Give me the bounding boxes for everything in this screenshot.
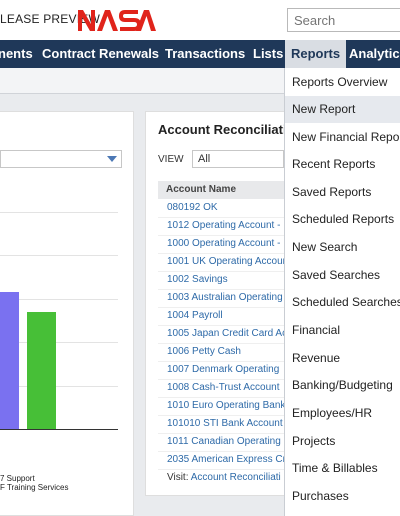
visit-account-reconciliation-link[interactable]: Account Reconciliati	[190, 472, 281, 483]
menu-item-saved-reports[interactable]: Saved Reports	[292, 185, 372, 199]
menu-item-purchases[interactable]: Purchases	[292, 489, 349, 503]
top-header: LEASE PREVIEW	[0, 0, 400, 40]
column-header-account-name[interactable]: Account Name	[158, 181, 288, 199]
chart-gridline	[0, 212, 118, 213]
menu-item-banking-budgeting[interactable]: Banking/Budgeting	[292, 378, 393, 392]
view-label: VIEW	[158, 154, 184, 165]
chart-baseline	[0, 429, 118, 430]
menu-item-new-search[interactable]: New Search	[292, 240, 358, 254]
left-portlet-select[interactable]	[0, 150, 122, 168]
account-row[interactable]: 1005 Japan Credit Card Ac	[158, 326, 288, 344]
chart-bar[interactable]	[27, 312, 56, 429]
nav-item-contract-renewals[interactable]: Contract Renewals	[42, 46, 160, 61]
account-row[interactable]: 1003 Australian Operating	[158, 290, 288, 308]
nav-item-components[interactable]: nents	[0, 46, 33, 61]
view-select[interactable]: All	[192, 150, 284, 168]
account-row[interactable]: 1012 Operating Account -	[158, 218, 288, 236]
legend-item: F Training Services	[0, 483, 69, 492]
chart-bar[interactable]	[0, 292, 19, 429]
nav-item-reports[interactable]: Reports	[285, 40, 347, 68]
account-row[interactable]: 1000 Operating Account -	[158, 236, 288, 254]
account-row[interactable]: 1006 Petty Cash	[158, 344, 288, 362]
nav-item-analytics[interactable]: Analytics	[349, 46, 400, 61]
menu-item-scheduled-reports[interactable]: Scheduled Reports	[292, 212, 395, 226]
release-preview-label: LEASE PREVIEW	[0, 12, 100, 26]
account-row[interactable]: 1002 Savings	[158, 272, 288, 290]
account-row[interactable]: 1001 UK Operating Account	[158, 254, 288, 272]
main-nav: nents Contract Renewals Transactions Lis…	[0, 40, 400, 68]
account-row[interactable]: 1011 Canadian Operating	[158, 434, 288, 452]
menu-item-time-billables[interactable]: Time & Billables	[292, 461, 378, 475]
chevron-down-icon	[107, 156, 117, 162]
portlet-title: Account Reconciliati	[158, 122, 287, 137]
account-row[interactable]: 2035 American Express Cr	[158, 452, 288, 470]
nasa-logo[interactable]	[76, 7, 156, 33]
menu-item-new-financial-report[interactable]: New Financial Report	[292, 130, 400, 144]
menu-item-scheduled-searches[interactable]: Scheduled Searches	[292, 295, 400, 309]
visit-link-line: Visit: Account Reconciliati	[167, 472, 281, 483]
legend-item: 7 Support	[0, 474, 35, 483]
account-row[interactable]: 1008 Cash-Trust Account	[158, 380, 288, 398]
account-row[interactable]: 080192 OK	[158, 200, 288, 218]
chart-gridline	[0, 255, 118, 256]
menu-item-reports-overview[interactable]: Reports Overview	[292, 75, 388, 89]
chart-gridline	[0, 299, 118, 300]
menu-item-financial[interactable]: Financial	[292, 323, 341, 337]
chart-gridline	[0, 386, 118, 387]
menu-item-revenue[interactable]: Revenue	[292, 351, 341, 365]
nav-item-transactions[interactable]: Transactions	[165, 46, 246, 61]
menu-item-recent-reports[interactable]: Recent Reports	[292, 157, 376, 171]
nav-item-lists[interactable]: Lists	[253, 46, 284, 61]
reports-dropdown-menu: Reports Overview New Report New Financia…	[284, 68, 400, 516]
account-row[interactable]: 101010 STI Bank Account	[158, 416, 288, 434]
account-row[interactable]: 1007 Denmark Operating	[158, 362, 288, 380]
visit-prefix: Visit:	[167, 472, 189, 483]
account-row[interactable]: 1004 Payroll	[158, 308, 288, 326]
menu-item-highlight	[285, 96, 400, 123]
left-portlet	[0, 111, 134, 516]
chart-gridline	[0, 342, 118, 343]
menu-item-employees-hr[interactable]: Employees/HR	[292, 406, 373, 420]
search-input[interactable]	[287, 8, 400, 32]
account-row[interactable]: 1010 Euro Operating Bank	[158, 398, 288, 416]
menu-item-saved-searches[interactable]: Saved Searches	[292, 268, 381, 282]
menu-item-projects[interactable]: Projects	[292, 434, 336, 448]
menu-item-new-report[interactable]: New Report	[292, 102, 356, 116]
